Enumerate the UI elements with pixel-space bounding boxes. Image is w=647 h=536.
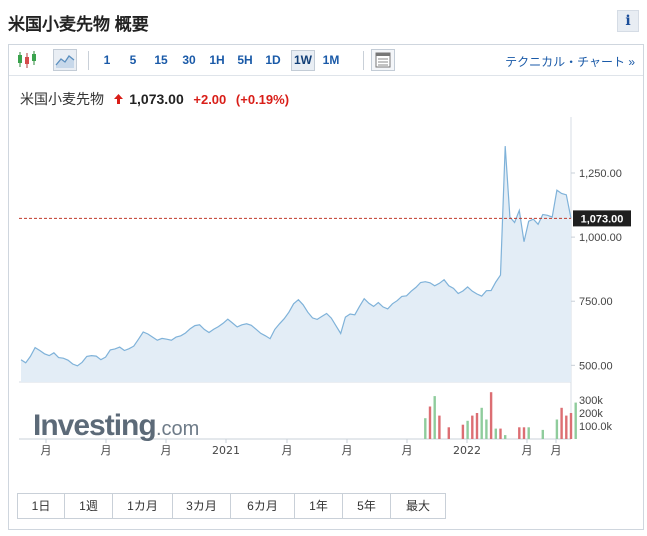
volume-bar xyxy=(555,419,559,439)
timeframe-5[interactable]: 5 xyxy=(129,53,137,67)
candlestick-icon[interactable] xyxy=(15,49,39,71)
range-button-3[interactable]: 3カ月 xyxy=(173,494,231,518)
range-button-2[interactable]: 1カ月 xyxy=(113,494,173,518)
range-button-7[interactable]: 最大 xyxy=(391,494,445,518)
volume-bar xyxy=(499,428,502,439)
x-tick-label: 月 xyxy=(522,444,533,457)
timeframe-1h[interactable]: 1H xyxy=(209,53,225,67)
y-tick-label: 1,250.00 xyxy=(579,168,622,180)
area-chart-icon[interactable] xyxy=(53,49,77,71)
range-selector: 1日 1週 1カ月 3カ月 6カ月 1年 5年 最大 xyxy=(17,493,446,519)
x-tick-label: 月 xyxy=(161,444,172,457)
quote-row: 米国小麦先物 1,073.00 +2.00 (+0.19%) xyxy=(20,89,289,109)
volume-bar xyxy=(522,427,526,439)
volume-bar xyxy=(494,428,497,439)
timeframe-5h[interactable]: 5H xyxy=(237,53,253,67)
timeframe-1w[interactable]: 1W xyxy=(291,50,315,71)
timeframe-1m[interactable]: 1M xyxy=(322,53,340,67)
timeframe-1[interactable]: 1 xyxy=(103,53,111,67)
price-line xyxy=(20,146,572,367)
timeframe-30[interactable]: 30 xyxy=(182,53,196,67)
range-button-1[interactable]: 1週 xyxy=(65,494,113,518)
volume-bar xyxy=(466,420,469,439)
volume-bar xyxy=(527,427,530,439)
range-button-4[interactable]: 6カ月 xyxy=(231,494,295,518)
x-tick-label: 月 xyxy=(41,444,52,457)
data-table-icon[interactable] xyxy=(371,49,395,71)
chart-widget: 1 5 15 30 1H 5H 1D 1W 1M テクニカル・チャート » 米国小麦先物 1,0… xyxy=(8,44,644,530)
last-price: 1,073.00 xyxy=(129,91,184,107)
current-price-badge xyxy=(573,210,631,227)
volume-bar xyxy=(424,418,427,439)
timeframe-15[interactable]: 15 xyxy=(154,53,168,67)
range-button-5[interactable]: 1年 xyxy=(295,494,343,518)
volume-bar xyxy=(480,407,483,439)
price-area xyxy=(21,146,571,382)
volume-bar xyxy=(565,415,568,439)
y-tick-label: 1,000.00 xyxy=(579,232,622,244)
range-button-6[interactable]: 5年 xyxy=(343,494,391,518)
volume-bar xyxy=(461,424,465,439)
x-tick-label: 月 xyxy=(402,444,413,457)
x-tick-label: 2022 xyxy=(453,444,481,457)
toolbar-divider xyxy=(88,51,89,70)
title-row: 米国小麦先物 概要 i xyxy=(8,8,639,34)
investing-watermark-suffix: .com xyxy=(156,418,199,440)
volume-bar xyxy=(541,429,544,439)
chart-toolbar: 1 5 15 30 1H 5H 1D 1W 1M テクニカル・チャート » xyxy=(9,45,643,76)
arrow-up-icon xyxy=(113,92,123,107)
volume-tick-label: 300k xyxy=(579,395,603,407)
range-button-0[interactable]: 1日 xyxy=(18,494,65,518)
volume-bar xyxy=(489,392,493,439)
volume-bar xyxy=(560,407,563,439)
toolbar-divider xyxy=(363,51,364,70)
volume-bar xyxy=(485,419,488,439)
chart-svg: 500.00 750.00 1,000.00 1,250.00 1,073.00 Inve… xyxy=(19,117,631,457)
volume-bar xyxy=(471,415,474,439)
instrument-name: 米国小麦先物 xyxy=(20,91,104,107)
volume-tick-label: 100.0k xyxy=(579,421,613,433)
current-price-label: 1,073.00 xyxy=(581,213,624,225)
x-tick-label: 月 xyxy=(342,444,353,457)
volume-bar xyxy=(518,427,521,439)
x-tick-label: 2021 xyxy=(212,444,240,457)
volume-bar xyxy=(569,413,573,439)
volume-bar xyxy=(428,406,432,439)
y-tick-label: 750.00 xyxy=(579,296,613,308)
x-tick-label: 月 xyxy=(282,444,293,457)
investing-watermark: Investing xyxy=(33,409,156,442)
volume-bar xyxy=(433,396,436,439)
page-title: 米国小麦先物 概要 xyxy=(8,15,149,34)
x-tick-label: 月 xyxy=(101,444,112,457)
volume-bar xyxy=(475,413,479,439)
info-icon[interactable]: i xyxy=(617,10,639,32)
volume-bar xyxy=(504,435,507,439)
y-tick-label: 500.00 xyxy=(579,360,613,372)
price-change-percent: (+0.19%) xyxy=(235,92,290,107)
volume-bar xyxy=(574,402,577,439)
volume-bar xyxy=(438,415,441,439)
timeframe-1d[interactable]: 1D xyxy=(265,53,281,67)
volume-bar xyxy=(447,427,450,439)
price-change: +2.00 xyxy=(193,92,227,107)
volume-tick-label: 200k xyxy=(579,408,603,420)
x-tick-label: 月 xyxy=(551,444,562,457)
price-chart[interactable]: 500.00 750.00 1,000.00 1,250.00 1,073.00 Inve… xyxy=(19,117,633,489)
technical-chart-link[interactable]: テクニカル・チャート » xyxy=(505,55,635,69)
